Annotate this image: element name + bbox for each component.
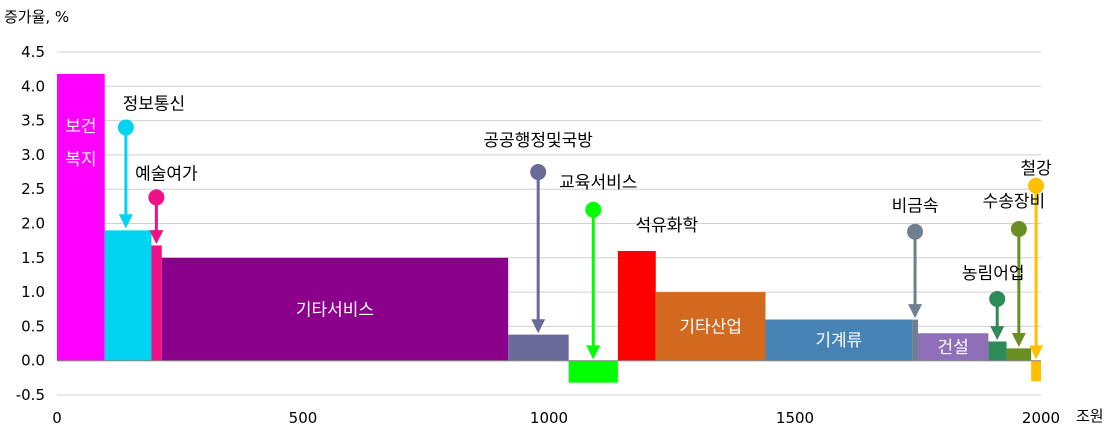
bar-정보통신 [104, 230, 152, 361]
y-tick-label: 3.5 [21, 112, 45, 130]
y-tick-label: 4.5 [21, 43, 45, 61]
callout-label: 교육서비스 [559, 173, 637, 193]
bar-건설 [918, 333, 989, 361]
y-tick-label: 1.0 [21, 283, 45, 301]
axis-layer: -0.5 0.0 0.5 1.0 1.5 2.0 2.5 3.0 3.5 4.0 4.5 0 500 10… [16, 43, 1060, 427]
x-tick-label: 0 [52, 409, 62, 427]
callout-label: 석유화학 [636, 216, 699, 236]
y-tick-label: 0.5 [21, 317, 45, 335]
bar-기계류 [765, 319, 913, 361]
callout-arrowhead [1011, 332, 1026, 347]
x-tick-label: 2000 [1022, 409, 1060, 427]
callout-label: 정보통신 [123, 94, 186, 114]
callout-arrowhead [908, 304, 923, 319]
callout-dot [907, 223, 924, 240]
callout-dot [530, 164, 547, 181]
bar-기타서비스 [161, 257, 509, 361]
callout-label: 공공행정및국방 [483, 131, 593, 151]
callout-label: 비금속 [892, 197, 939, 217]
y-tick-label: 3.0 [21, 146, 45, 164]
callout-label: 예술여가 [135, 164, 198, 184]
callout-dot [1010, 220, 1027, 237]
bar-교육서비스 [568, 360, 618, 383]
callout-label: 철강 [1020, 159, 1052, 179]
callout-dot [148, 189, 165, 206]
callout-dot [1028, 177, 1045, 194]
callout-arrowhead [531, 319, 546, 334]
bar-기타산업 [655, 292, 766, 361]
callout-dot [989, 290, 1006, 307]
x-axis-unit-label: 조원 [1076, 407, 1104, 425]
y-tick-label: 1.5 [21, 249, 45, 267]
callout-label: 농림어업 [962, 264, 1025, 284]
callout-layer [117, 119, 1045, 360]
bar-label-inside: 기타서비스 [296, 300, 374, 320]
callout-arrowhead [1029, 345, 1044, 360]
callout-label: 수송장비 [983, 192, 1046, 212]
bar-농림어업 [988, 341, 1007, 361]
x-tick-label: 1000 [530, 409, 568, 427]
x-tick-label: 500 [289, 409, 318, 427]
bar-철강 [1031, 360, 1041, 382]
y-tick-label: 0.0 [21, 352, 45, 370]
bar-예술여가 [151, 245, 162, 361]
y-tick-label: 2.5 [21, 180, 45, 198]
callout-arrowhead [586, 345, 601, 360]
bar-label-inside: 보건 [65, 117, 96, 137]
callout-arrowhead [118, 214, 133, 229]
bar-수송장비 [1006, 348, 1032, 361]
callout-arrowhead [990, 326, 1005, 341]
bar-label-inside: 건설 [938, 338, 969, 358]
bar-label-inside: 기계류 [815, 331, 862, 351]
bar-비금속 [912, 319, 918, 361]
callout-dot [585, 201, 602, 218]
bar-석유화학 [617, 250, 656, 361]
bar-보건복지 [57, 73, 105, 361]
callout-dot [117, 119, 134, 136]
bar-label-inside: 복지 [65, 150, 96, 170]
y-tick-label: -0.5 [16, 386, 45, 404]
bar-label-inside: 기타산업 [679, 317, 742, 337]
y-tick-label: 4.0 [21, 77, 45, 95]
x-tick-label: 1500 [776, 409, 814, 427]
bar-공공행정및국방 [508, 334, 569, 361]
y-axis-title: 증가율, % [4, 8, 70, 26]
callout-arrowhead [149, 230, 164, 245]
bar-layer [57, 73, 1041, 383]
y-tick-label: 2.0 [21, 215, 45, 233]
